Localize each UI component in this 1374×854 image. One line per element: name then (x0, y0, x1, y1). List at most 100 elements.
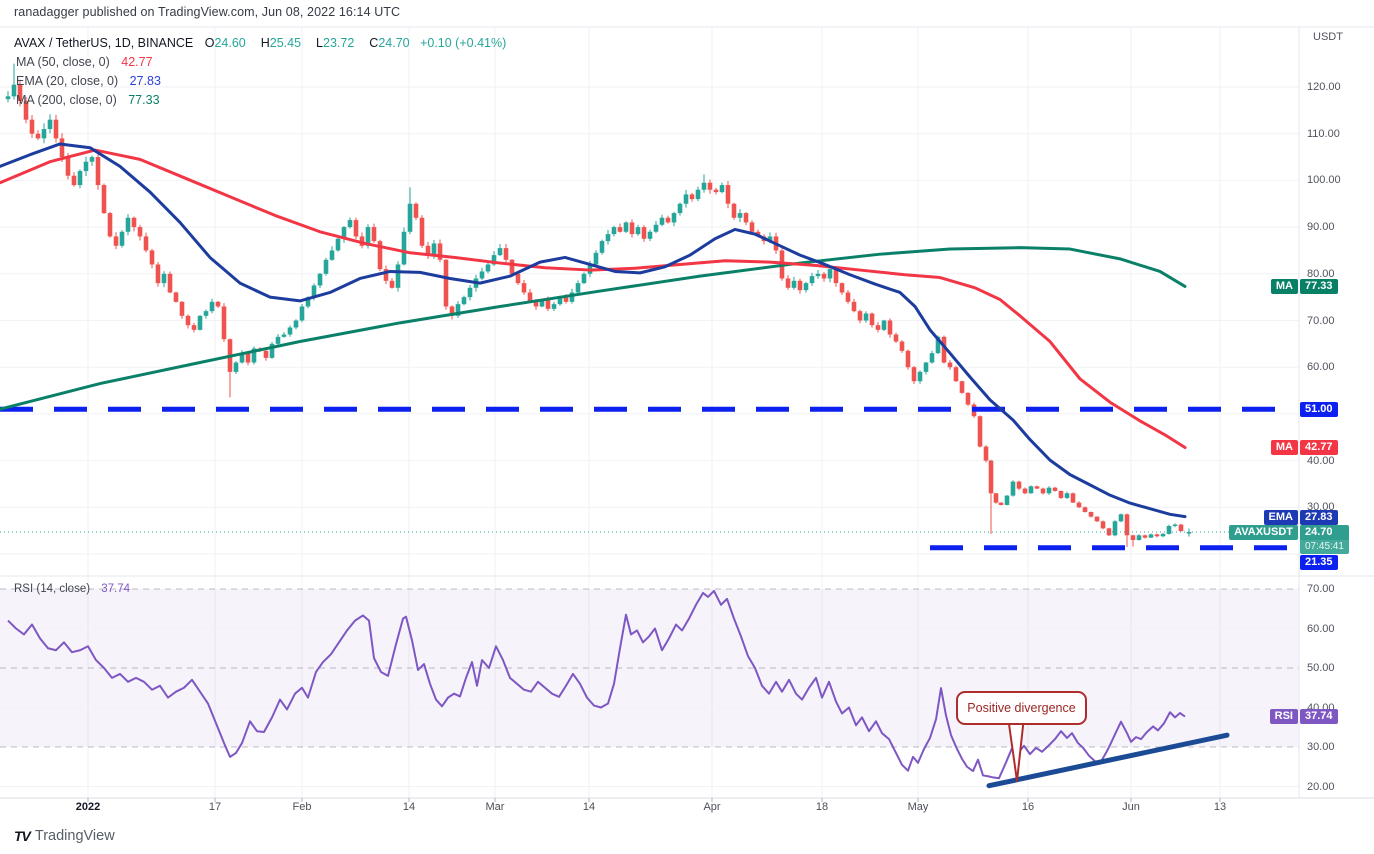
candle (101, 185, 107, 214)
time-tick-label: Apr (703, 801, 721, 813)
candle (1130, 535, 1136, 540)
ma50-badge-label: MA (1270, 440, 1298, 456)
candle (143, 236, 149, 251)
ma50-value: 42.77 (121, 55, 153, 69)
price-tick: 60.00 (1307, 361, 1335, 374)
candle (155, 264, 161, 284)
candle (467, 287, 473, 298)
candle (983, 446, 989, 461)
candle (269, 343, 275, 358)
candle (251, 348, 257, 363)
candle (1076, 502, 1082, 508)
candle (545, 299, 551, 309)
candle (551, 304, 557, 309)
candle (53, 119, 59, 139)
time-tick-label: 18 (815, 801, 829, 813)
candle (677, 203, 683, 214)
time-tick-label: 14 (582, 801, 596, 813)
current-candle (1186, 532, 1192, 534)
candle (1082, 507, 1088, 512)
rsi-value: 37.74 (101, 583, 131, 595)
candle (713, 189, 719, 193)
ohlc-open-label: O (204, 36, 215, 50)
ema20-label: EMA (20, close, 0) (16, 74, 119, 88)
price-tick: 110.00 (1307, 127, 1340, 140)
candle (917, 371, 923, 382)
level-badge-51-value: 51.00 (1300, 401, 1338, 417)
ema20-badge-label: EMA (1263, 509, 1298, 525)
candle (1064, 493, 1070, 498)
candle (353, 220, 359, 237)
candle (863, 313, 869, 321)
candle (389, 280, 395, 288)
candle (833, 269, 839, 284)
candle (959, 381, 965, 393)
candle (305, 297, 311, 307)
candle (749, 222, 755, 232)
candle (953, 367, 959, 382)
candle (449, 306, 455, 316)
candle (29, 119, 35, 134)
candle (23, 101, 29, 120)
ema20-line[interactable] (0, 142, 1187, 519)
price-axis-unit: USDT (1313, 31, 1343, 43)
candle (197, 315, 203, 330)
candle (1100, 521, 1106, 529)
rsi-tick: 30.00 (1307, 741, 1335, 753)
ma200-line[interactable] (0, 246, 1187, 411)
symbol-price-badge: AVAXUSDT 24.70 07:45:41 (0, 524, 1374, 554)
rsi-badge-value: 37.74 (1300, 708, 1338, 724)
ma200-badge-label: MA (1270, 278, 1298, 294)
candle (437, 243, 443, 260)
candle (737, 213, 743, 218)
candle (875, 325, 881, 330)
candle (215, 301, 221, 307)
candle (1124, 514, 1130, 536)
symbol-legend[interactable]: AVAX / TetherUS, 1D, BINANCE O24.60 H25.4… (14, 36, 513, 50)
candle (635, 227, 641, 235)
candle (941, 336, 947, 363)
candle (611, 227, 617, 235)
price-tick: 90.00 (1307, 221, 1335, 234)
tradingview-logo[interactable]: TV TradingView (14, 828, 115, 844)
rsi-legend[interactable]: RSI (14, close) 37.74 (14, 583, 130, 595)
ohlc-high-label: H (260, 36, 270, 50)
candle (557, 297, 563, 305)
candle (149, 250, 155, 265)
ohlc-close-label: C (369, 36, 379, 50)
time-tick-label: May (907, 801, 929, 813)
positive-divergence-callout[interactable]: Positive divergence (956, 691, 1087, 725)
candle (503, 248, 509, 260)
candle (209, 301, 215, 312)
candle (161, 273, 167, 284)
candle (443, 259, 449, 307)
countdown-timer: 07:45:41 (1300, 539, 1349, 554)
indicator-legend-ma50[interactable]: MA (50, close, 0) 42.77 (16, 55, 153, 69)
rsi-tick: 60.00 (1307, 622, 1335, 635)
callout-text: Positive divergence (967, 701, 1076, 715)
candle (299, 306, 305, 321)
candle (821, 273, 827, 279)
indicator-legend-ma200[interactable]: MA (200, close, 0) 77.33 (16, 93, 160, 107)
indicator-legend-ema20[interactable]: EMA (20, close, 0) 27.83 (16, 74, 161, 88)
ohlc-close-value: 24.70 (378, 36, 410, 50)
candle (988, 460, 994, 494)
candle (17, 84, 23, 102)
ma50-line[interactable] (0, 148, 1187, 450)
divergence-trendline[interactable] (986, 732, 1230, 789)
candle (815, 273, 821, 277)
candle (689, 194, 695, 200)
candle (383, 269, 389, 281)
tradingview-logo-icon: TV (14, 828, 31, 844)
ema20-value: 27.83 (129, 74, 161, 88)
candle (785, 278, 791, 288)
ma50-badge-value: 42.77 (1300, 440, 1338, 456)
candle (731, 203, 737, 218)
candle (461, 297, 467, 305)
candle (419, 217, 425, 246)
candle (509, 259, 515, 274)
rsi-tick: 20.00 (1307, 780, 1335, 793)
level-badge-2135: 21.35 (0, 555, 1374, 570)
